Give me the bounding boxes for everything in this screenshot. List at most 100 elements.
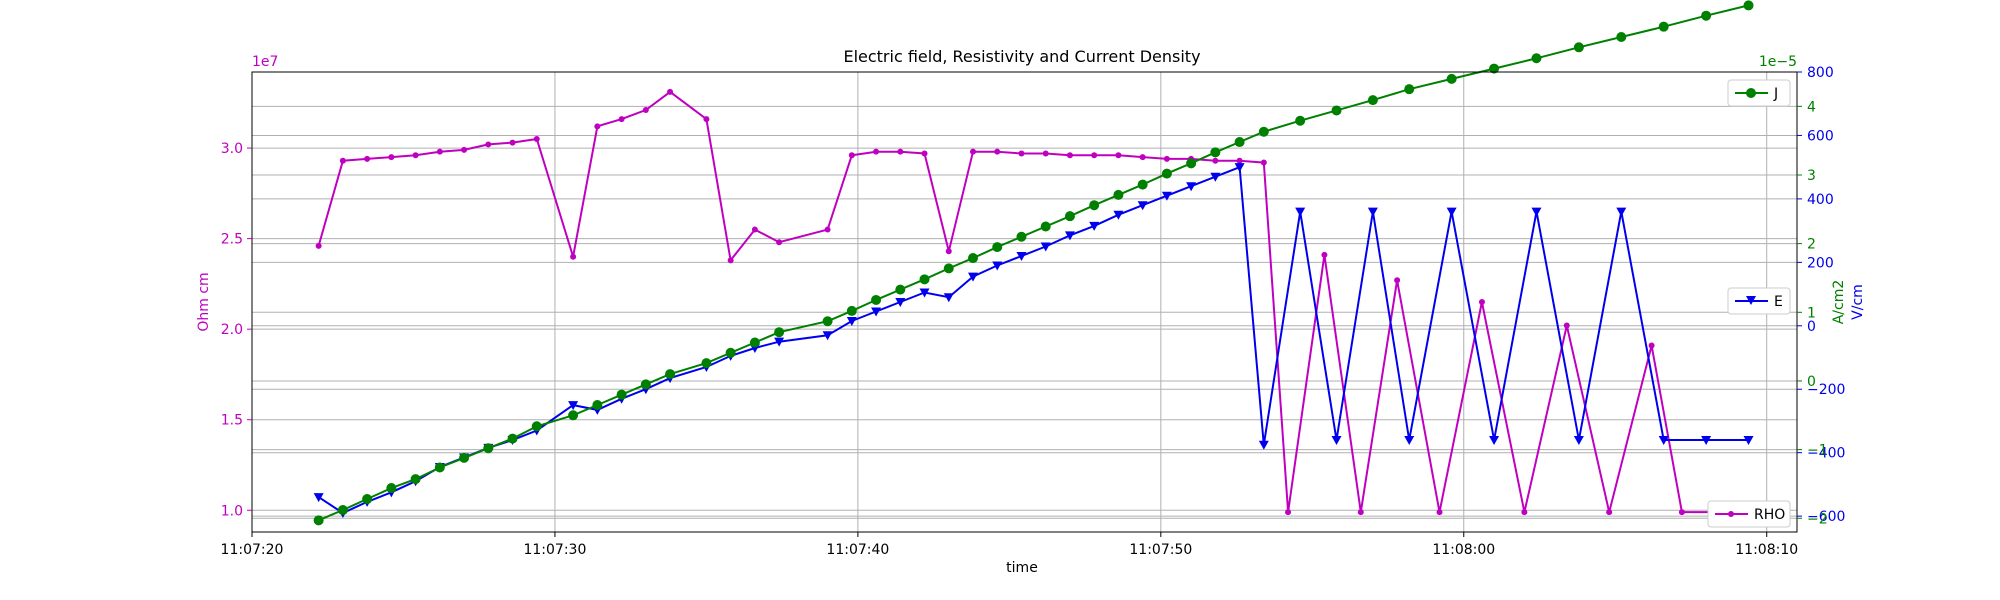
series-e-point (1040, 242, 1051, 252)
series-e-point (1113, 210, 1124, 220)
chart-title: Electric field, Resistivity and Current … (843, 47, 1200, 66)
series-j-point (568, 410, 579, 421)
series-j-point (337, 505, 348, 516)
series-e-point (1743, 436, 1754, 445)
right-v-axis-label: V/cm (1850, 284, 1866, 320)
series-j-point (1531, 53, 1542, 64)
series-j-point (410, 474, 421, 485)
series-j-point (1701, 10, 1712, 21)
series-j-point (968, 253, 978, 264)
right_a-tick-label: 1 (1807, 305, 1816, 321)
series-j-point (749, 337, 760, 348)
series-rho-point (1212, 157, 1219, 164)
series-j-point (616, 389, 627, 400)
series-e-point (774, 337, 785, 347)
series-rho-point (824, 226, 831, 233)
series-e-point (1258, 440, 1269, 450)
series-rho-point (921, 150, 928, 157)
series-e-point (1295, 207, 1306, 217)
series-rho-point (873, 148, 880, 155)
series-j-point (459, 452, 470, 463)
series-j-point (1616, 31, 1627, 42)
series-rho-point (1678, 509, 1685, 516)
series-rho-point (1115, 152, 1122, 159)
series-rho-point (1521, 509, 1528, 516)
series-rho-point (1321, 251, 1328, 258)
right_a-tick-label: −1 (1807, 443, 1828, 459)
series-rho-point (594, 123, 601, 130)
series-rho-point (703, 116, 710, 123)
series-rho-point (1357, 509, 1364, 516)
right_a-tick-label: 3 (1807, 168, 1816, 184)
series-j-point (1161, 168, 1172, 179)
series-j-line (318, 4, 1749, 522)
series-rho-point (1285, 509, 1292, 516)
right_v-tick-label: 400 (1807, 192, 1834, 208)
series-e-point (1404, 436, 1415, 445)
legend-rho-marker (1728, 511, 1734, 517)
series-j-point (1186, 158, 1197, 169)
series-rho-point (776, 239, 783, 246)
series-rho-point (1018, 150, 1025, 157)
series-e-point (568, 401, 579, 411)
series-j-point (1743, 0, 1754, 11)
right_a-tick-label: 4 (1807, 99, 1816, 115)
series-e-point (1489, 436, 1500, 445)
x-tick-label: 11:07:40 (826, 542, 889, 558)
series-j-point (846, 305, 857, 316)
series-rho-point (1236, 157, 1243, 164)
right_v-tick-label: 800 (1807, 65, 1834, 81)
series-e-point (968, 272, 978, 282)
series-j-point (895, 284, 906, 295)
series-e-point (822, 331, 833, 341)
series-rho-point (1163, 155, 1170, 162)
x-tick-label: 11:07:30 (523, 542, 586, 558)
series-rho-point (412, 152, 419, 159)
series-rho-point (1139, 154, 1146, 161)
legend-e: E (1727, 287, 1791, 315)
series-e-point (1210, 172, 1221, 182)
series-e-point (1137, 201, 1148, 211)
series-j-point (531, 421, 542, 432)
series-e-point (313, 493, 324, 503)
series-j-point (725, 347, 736, 358)
series-j-point (507, 433, 518, 444)
right_v-tick-label: −600 (1807, 509, 1845, 525)
legend-e-marker (1746, 296, 1756, 305)
series-j-point (1040, 221, 1051, 232)
right_v-tick-label: 600 (1807, 128, 1834, 144)
series-rho-point (994, 148, 1001, 155)
series-e-point (1234, 163, 1245, 173)
right_v-tick-label: 0 (1807, 319, 1816, 335)
legend-e-label: E (1774, 294, 1783, 310)
series-j-point (871, 294, 882, 305)
series-rho-point (570, 253, 577, 260)
series-rho-point (315, 242, 322, 249)
series-rho-point (1606, 509, 1613, 516)
series-rho-point (436, 148, 443, 155)
series-j-point (1331, 105, 1342, 116)
series-e-point (1367, 207, 1378, 217)
legend-j: J (1727, 79, 1791, 107)
series-rho-point (485, 141, 492, 148)
series-rho-point (1394, 277, 1401, 284)
right-a-axis-offset-label: 1e−5 (1759, 54, 1797, 70)
left-axis-offset-label: 1e7 (252, 54, 278, 70)
series-e-point (1701, 436, 1712, 445)
series-j-point (919, 274, 930, 285)
series-j-point (1137, 179, 1148, 190)
series-rho (315, 88, 1728, 516)
legend-rho-label: RHO (1754, 507, 1785, 523)
series-e-point (1446, 207, 1457, 217)
series-e-point (1089, 221, 1100, 231)
legend-j-marker (1746, 88, 1756, 98)
series-j-point (1367, 95, 1378, 106)
series-rho-point (642, 107, 649, 114)
series-rho-point (1260, 159, 1267, 166)
series-j-point (592, 399, 603, 410)
series-rho-point (364, 155, 371, 162)
series-e-point (1161, 191, 1172, 201)
x-tick-label: 11:07:50 (1129, 542, 1192, 558)
right_v-tick-label: 200 (1807, 255, 1834, 271)
